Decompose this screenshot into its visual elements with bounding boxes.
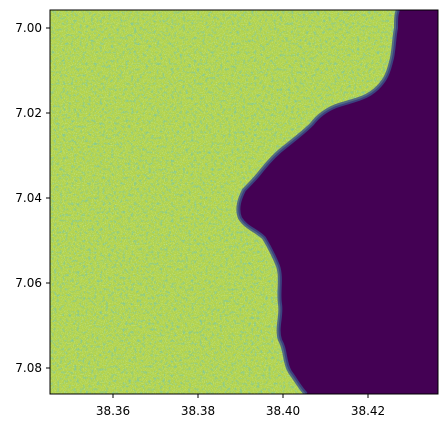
x-tick-label: 38.42 xyxy=(351,404,385,418)
y-tick-label: 7.00 xyxy=(15,21,42,35)
y-tick-label: 7.04 xyxy=(15,191,42,205)
y-axis: 7.00 7.02 7.04 7.06 7.08 xyxy=(15,21,50,375)
y-tick-label: 7.06 xyxy=(15,276,42,290)
y-tick-label: 7.02 xyxy=(15,106,42,120)
map-image xyxy=(50,10,438,394)
x-axis: 38.36 38.38 38.40 38.42 xyxy=(96,394,385,418)
x-tick-label: 38.38 xyxy=(181,404,215,418)
x-tick-label: 38.40 xyxy=(266,404,300,418)
shoreline xyxy=(236,10,400,394)
plot-frame xyxy=(49,9,439,395)
lake-water xyxy=(238,10,438,394)
x-tick-label: 38.36 xyxy=(96,404,130,418)
y-tick-label: 7.08 xyxy=(15,361,42,375)
